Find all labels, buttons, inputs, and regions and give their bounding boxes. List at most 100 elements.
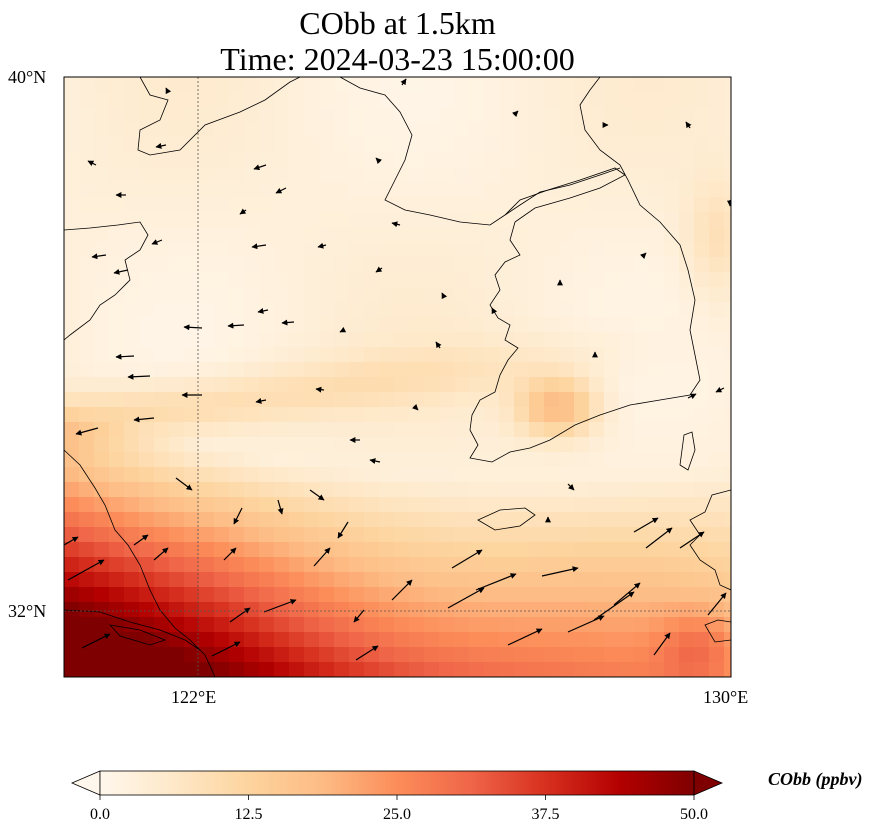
field-cell [139,602,155,618]
field-cell [274,92,290,108]
field-cell [319,392,335,408]
field-cell [244,107,260,123]
field-cell [439,257,455,273]
field-cell [424,602,440,618]
field-cell [259,647,275,663]
field-cell [154,212,170,228]
field-cell [109,212,125,228]
field-cell [529,407,545,423]
field-cell [64,617,80,633]
field-cell [604,647,620,663]
field-cell [379,287,395,303]
jiangsu-coastline [64,449,216,677]
field-cell [634,632,650,648]
field-cell [124,92,140,108]
field-cell [394,272,410,288]
field-cell [439,587,455,603]
field-cell [514,662,530,677]
field-cell [634,407,650,423]
field-cell [349,392,365,408]
field-cell [379,467,395,483]
field-cell [679,272,695,288]
field-cell [304,302,320,318]
lat-tick-32: 32°N [8,601,47,621]
field-cell [709,437,725,453]
field-cell [454,377,470,393]
field-cell [574,77,590,93]
field-cell [79,317,95,333]
field-cell [589,287,605,303]
field-cell [709,617,725,633]
colorbar-tick-label: 12.5 [234,806,263,823]
field-cell [709,227,725,243]
field-cell [469,272,485,288]
field-cell [649,617,665,633]
field-cell [109,392,125,408]
field-cell [334,437,350,453]
field-cell [559,467,575,483]
field-cell [439,347,455,363]
field-cell [634,212,650,228]
field-cell [679,437,695,453]
field-cell [154,662,170,677]
field-cell [319,407,335,423]
field-cell [664,407,680,423]
field-cell [214,437,230,453]
field-cell [79,92,95,108]
field-cell [454,92,470,108]
field-cell [274,602,290,618]
field-cell [574,497,590,513]
field-cell [154,272,170,288]
field-cell [259,167,275,183]
field-cell [724,332,731,348]
wind-arrow [253,164,267,171]
field-cell [409,302,425,318]
wind-arrow [175,477,193,491]
field-cell [94,152,110,168]
field-cell [709,197,725,213]
field-cell [409,587,425,603]
field-cell [109,92,125,108]
field-cell [124,152,140,168]
field-cell [724,482,731,498]
field-cell [259,497,275,513]
field-cell [274,587,290,603]
field-cell [334,572,350,588]
field-cell [679,287,695,303]
field-cell [424,137,440,153]
field-cell [709,137,725,153]
wind-arrow [255,397,267,404]
field-cell [694,197,710,213]
field-cell [364,257,380,273]
field-cell [169,212,185,228]
field-cell [64,317,80,333]
field-cell [709,392,725,408]
field-cell [679,197,695,213]
field-cell [349,437,365,453]
field-cell [529,482,545,498]
field-cell [574,542,590,558]
field-cell [64,362,80,378]
field-cell [589,647,605,663]
field-cell [589,137,605,153]
field-cell [514,77,530,93]
field-cell [229,242,245,258]
field-cell [679,467,695,483]
field-cell [184,587,200,603]
field-cell [664,452,680,468]
field-cell [634,167,650,183]
field-cell [289,122,305,138]
field-cell [319,362,335,378]
field-cell [379,647,395,663]
field-cell [349,572,365,588]
wind-arrow [313,547,331,567]
field-cell [184,617,200,633]
field-cell [424,227,440,243]
field-cell [199,482,215,498]
field-cell [604,587,620,603]
field-cell [589,77,605,93]
field-cell [664,422,680,438]
field-cell [109,407,125,423]
field-cell [94,617,110,633]
field-cell [424,422,440,438]
